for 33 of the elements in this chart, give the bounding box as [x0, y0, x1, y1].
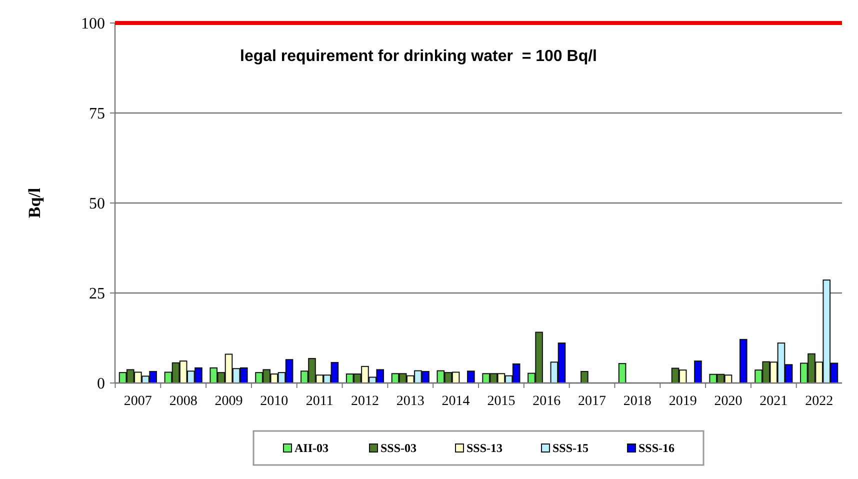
y-tick-label: 0 [97, 376, 105, 393]
x-tick-label: 2011 [306, 394, 334, 409]
bar [580, 370, 588, 384]
legend-label: SSS-15 [552, 441, 589, 455]
x-tick-label: 2021 [760, 394, 788, 409]
x-tick-label: 2009 [214, 394, 243, 409]
x-tick-label: 2019 [668, 394, 697, 409]
x-tick-label: 2008 [169, 394, 198, 409]
x-tick-label: 2022 [805, 394, 834, 409]
y-axis-title: Bq/l [25, 188, 44, 218]
y-tick-label: 50 [89, 196, 105, 213]
legend-label: SSS-03 [380, 441, 417, 455]
x-tick-label: 2012 [350, 394, 379, 409]
y-tick-label: 25 [89, 286, 105, 303]
y-tick-label: 100 [81, 16, 105, 33]
x-tick-label: 2007 [124, 394, 152, 409]
bar [694, 360, 702, 384]
x-tick-label: 2010 [260, 394, 288, 409]
legend-label: AII-03 [294, 441, 329, 455]
legend-label: SSS-16 [638, 441, 675, 455]
legend-label: SSS-13 [466, 441, 503, 455]
x-tick-label: 2016 [532, 394, 561, 409]
x-tick-label: 2020 [714, 394, 742, 409]
y-tick-label: 75 [89, 106, 105, 123]
x-tick-label: 2018 [623, 394, 652, 409]
x-tick-label: 2013 [396, 394, 424, 409]
ref-line-label: legal requirement for drinking water = 100 Bq/l [240, 48, 597, 65]
x-tick-label: 2017 [578, 394, 606, 409]
bar [618, 363, 626, 384]
x-tick-label: 2014 [442, 394, 470, 409]
bar [739, 338, 748, 384]
bar [467, 370, 475, 384]
x-tick-label: 2015 [487, 394, 516, 409]
